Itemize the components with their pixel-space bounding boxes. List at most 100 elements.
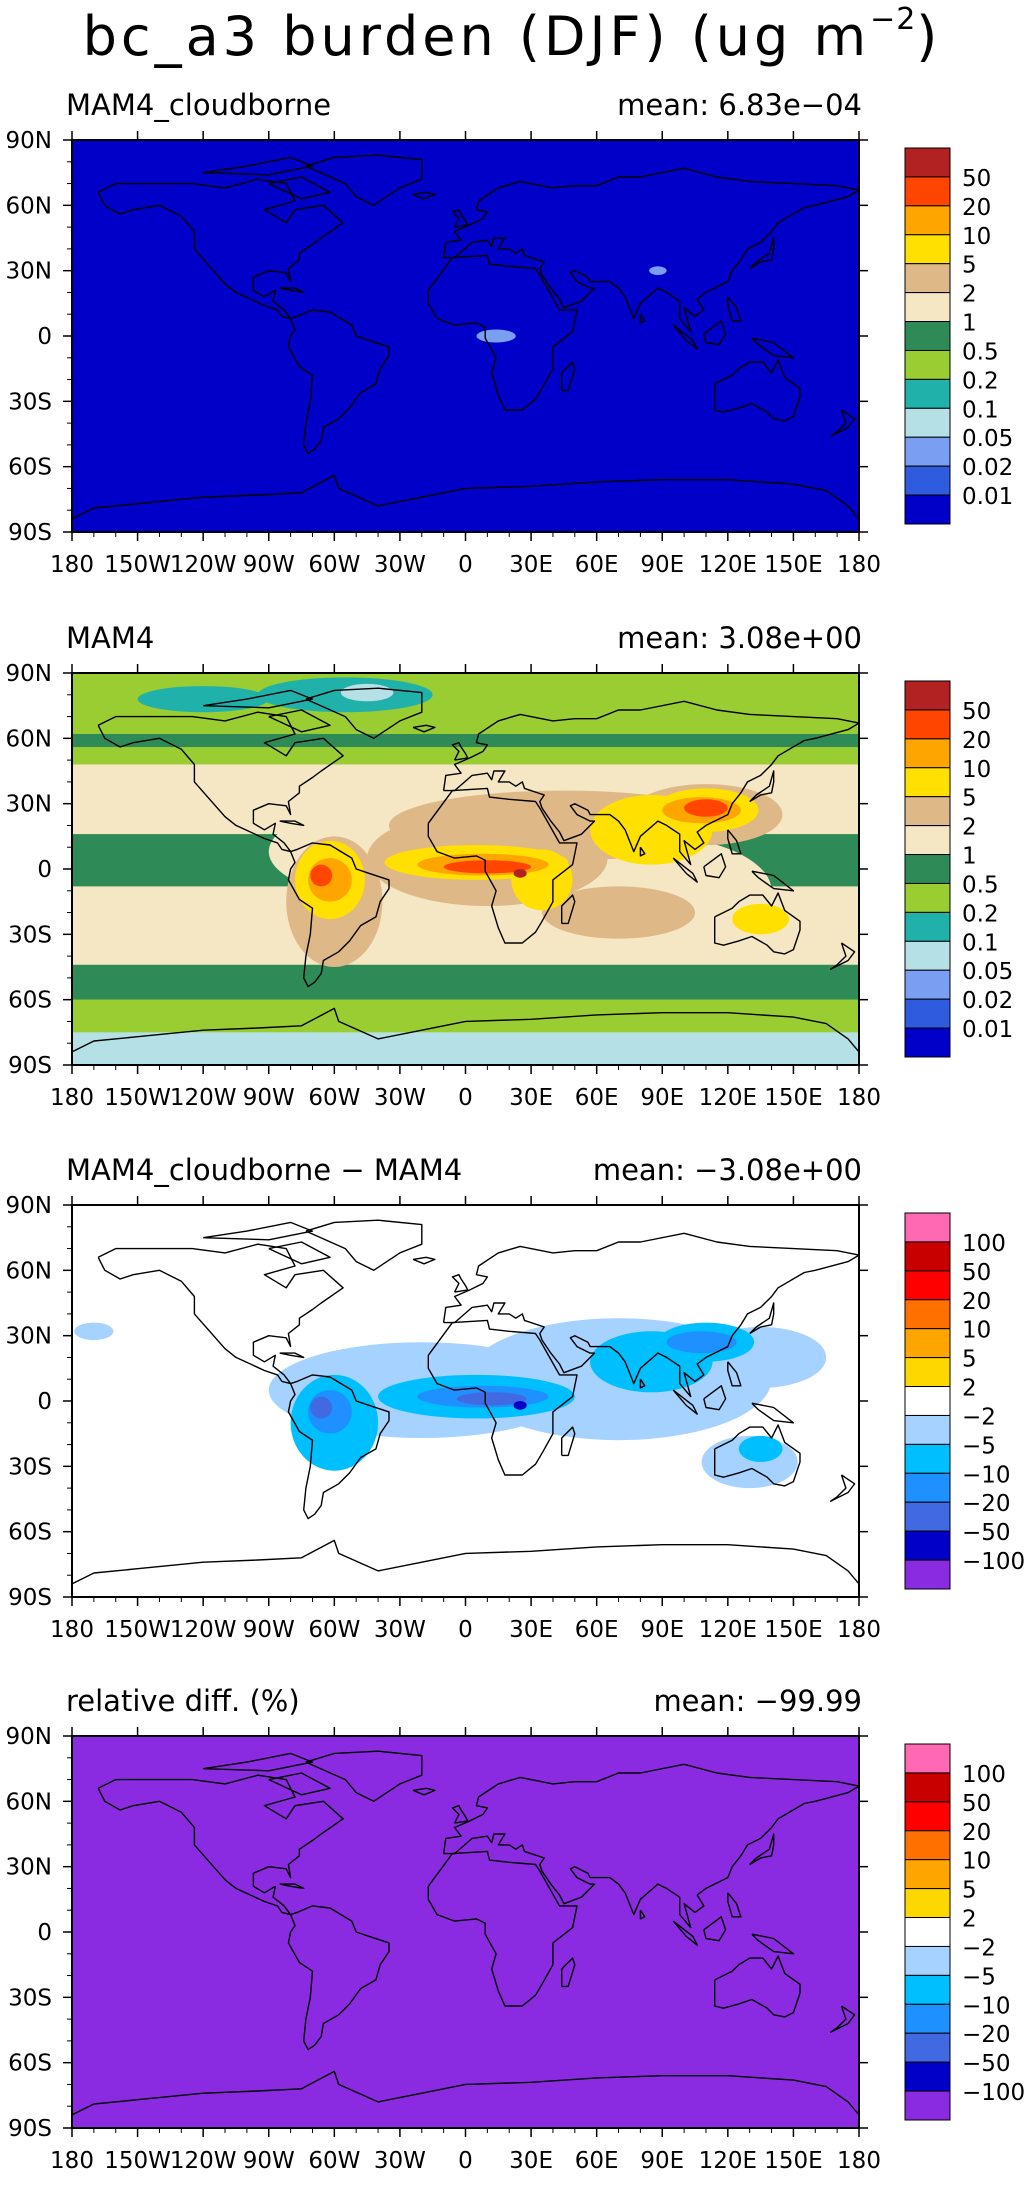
coast-new-zealand (829, 942, 856, 970)
legend-label: −10 (962, 1462, 1011, 1488)
legend-label: 0.01 (962, 1017, 1013, 1043)
legend-swatch (904, 1945, 951, 1976)
legend-label: −5 (962, 1433, 996, 1459)
legend-label: −100 (962, 2080, 1024, 2106)
field-patch-australia-minus5 (738, 1435, 783, 1462)
lon-tick-label: 120W (170, 552, 237, 578)
coast-africa (427, 1850, 578, 2007)
field-band-southern-ocean (72, 999, 859, 1033)
lat-tick-label: 60N (6, 726, 52, 752)
coast-antarctica (71, 2070, 860, 2116)
legend-label: 0.02 (962, 455, 1013, 481)
lon-tick-label: 150E (764, 1085, 822, 1111)
legend-swatch (904, 767, 951, 798)
legend-swatch (904, 263, 951, 294)
lon-tick-label: 0 (458, 1085, 473, 1111)
legend-swatch (904, 2061, 951, 2092)
coast-sumatra (672, 857, 698, 883)
legend: 100 50 20 10 5 2−2 −5 −10 −20 −50 −100 (904, 1743, 1024, 2121)
legend-swatch (904, 465, 951, 496)
field-patch-greenland-0.05 (340, 683, 394, 702)
field-fill-base (72, 1736, 859, 2128)
lon-tick-label: 60E (575, 1085, 619, 1111)
coast-philippines (727, 1361, 742, 1387)
lon-tick-label: 120W (170, 1085, 237, 1111)
lon-tick-label: 30W (374, 1085, 426, 1111)
coast-north-america (97, 1243, 344, 1385)
legend-label: 20 (962, 1289, 991, 1315)
legend-swatch (904, 494, 951, 525)
coast-japan (749, 237, 775, 270)
coast-africa (427, 254, 578, 411)
legend-swatch (904, 292, 951, 323)
field-patch-congo-minus20 (456, 1392, 527, 1406)
lon-tick-label: 180 (50, 552, 94, 578)
coast-antarctica (71, 474, 860, 520)
legend-label: 5 (962, 1347, 977, 1373)
coast-madagascar (561, 894, 576, 925)
legend-swatch (904, 825, 951, 856)
lon-tick-label: 60E (575, 2148, 619, 2174)
field-band-south-60 (72, 964, 859, 1000)
coast-sumatra (672, 1920, 698, 1946)
lon-tick-label: 180 (50, 2148, 94, 2174)
legend-label: 0.02 (962, 988, 1013, 1014)
lat-tick-label: 30N (6, 1324, 52, 1350)
lon-tick-label: 150E (764, 2148, 822, 2174)
legend-swatch (904, 1241, 951, 1272)
coast-north-america (97, 178, 344, 320)
field-patch-australia-5 (732, 903, 790, 935)
lon-tick-label: 90W (243, 2148, 295, 2174)
lon-tick-label: 180 (50, 1617, 94, 1643)
panel-4-mean: mean: −99.99 (653, 1684, 862, 1718)
coast-eurasia (442, 1763, 860, 1929)
legend-label: −10 (962, 1993, 1011, 2019)
legend-swatch (904, 205, 951, 236)
lat-tick-label: 60S (8, 455, 52, 481)
lat-tick-label: 90S (8, 520, 52, 546)
legend-label: −2 (962, 1935, 996, 1961)
legend-swatch (904, 1357, 951, 1388)
field-patch-arctic-0.1 (137, 686, 269, 713)
legend-label: 2 (962, 1376, 977, 1402)
legend-swatch (904, 2003, 951, 2034)
lat-tick-label: 30S (8, 922, 52, 948)
legend-swatch (904, 1443, 951, 1474)
coast-japan (749, 1833, 775, 1866)
legend-label: 50 (962, 166, 991, 192)
panel-3-mean: mean: −3.08e+00 (592, 1153, 862, 1187)
legend-label: 50 (962, 1260, 991, 1286)
coast-new-zealand (829, 409, 856, 437)
lon-tick-label: 150W (104, 1085, 171, 1111)
coast-sumatra (672, 1389, 698, 1415)
lon-tick-label: 180 (837, 1085, 881, 1111)
lon-tick-label: 0 (458, 1617, 473, 1643)
field-band-antarctic (72, 1032, 859, 1065)
legend-swatch (904, 1974, 951, 2005)
lon-tick-label: 150W (104, 1617, 171, 1643)
coast-madagascar (561, 361, 576, 392)
lat-tick-label: 30S (8, 389, 52, 415)
lat-tick-label: 0 (37, 324, 52, 350)
lat-tick-label: 60N (6, 193, 52, 219)
coast-sumatra (672, 324, 698, 350)
lat-tick-label: 90N (6, 1724, 52, 1750)
legend-swatch (904, 680, 951, 711)
lat-tick-label: 90N (6, 661, 52, 687)
lat-tick-label: 60S (8, 1520, 52, 1546)
legend-swatch (904, 1212, 951, 1243)
legend-swatch (904, 1386, 951, 1416)
coast-borneo (703, 1385, 727, 1411)
field-patch-china-minus10 (666, 1331, 737, 1354)
lon-tick-label: 30E (509, 552, 553, 578)
lon-tick-label: 150E (764, 1617, 822, 1643)
legend-swatch (904, 1414, 951, 1445)
legend-swatch (904, 234, 951, 265)
field-fill-base (72, 140, 859, 532)
coast-new-guinea (751, 1402, 795, 1424)
legend-label: 50 (962, 1791, 991, 1817)
lon-tick-label: 60W (308, 552, 360, 578)
field-patch-amazon-20 (310, 864, 333, 887)
field-patch-pacific-minus2 (74, 1322, 114, 1341)
